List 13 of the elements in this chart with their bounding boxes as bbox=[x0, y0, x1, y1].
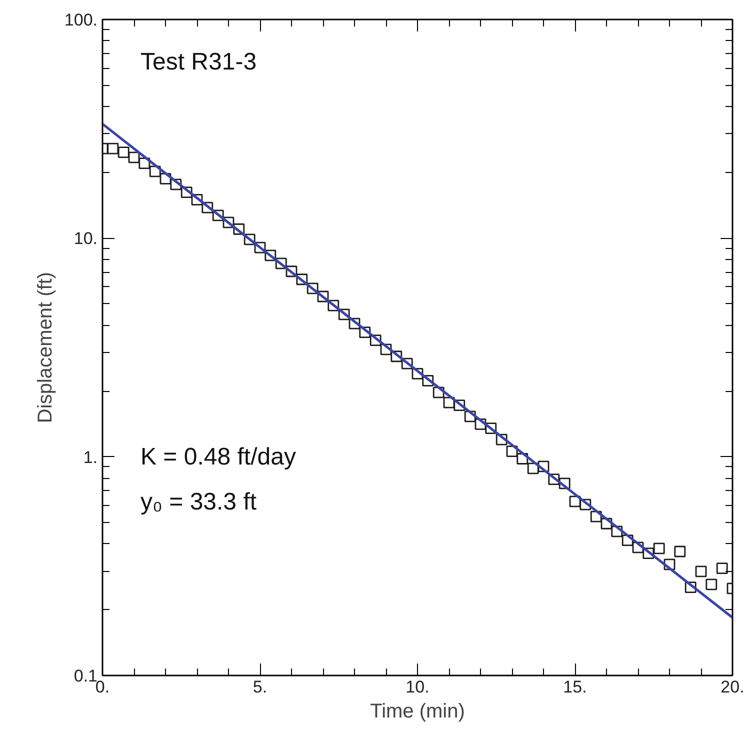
y-tick-label: 100. bbox=[64, 10, 98, 30]
annotation: y₀ = 33.3 ft bbox=[140, 488, 257, 516]
x-tick-label: 20. bbox=[720, 678, 744, 696]
y-tick-label: 10. bbox=[74, 229, 98, 248]
annotation: K = 0.48 ft/day bbox=[140, 444, 296, 470]
y-axis-title: Displacement (ft) bbox=[34, 272, 56, 424]
x-tick-label: 15. bbox=[563, 678, 587, 696]
x-tick-label: 5. bbox=[252, 678, 268, 696]
annotation: Test R31-3 bbox=[140, 48, 257, 76]
x-axis-title: Time (min) bbox=[370, 700, 465, 722]
x-tick-label: 0. bbox=[95, 678, 110, 696]
x-tick-label: 10. bbox=[406, 678, 430, 696]
y-tick-label: 1. bbox=[83, 448, 98, 467]
